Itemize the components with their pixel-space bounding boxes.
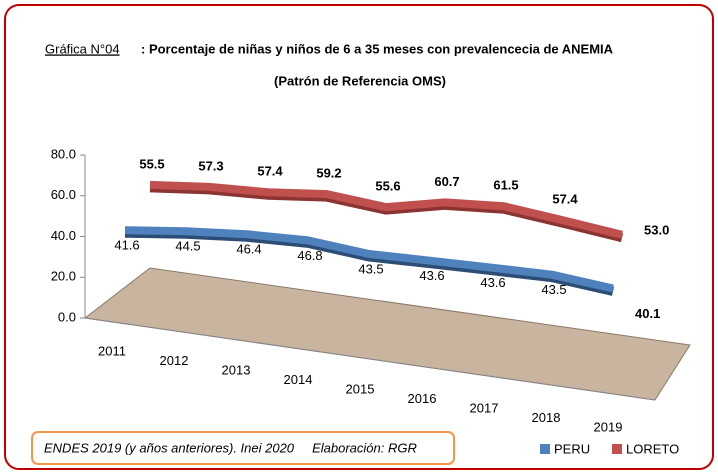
x-tick-label: 2011 — [98, 343, 126, 358]
x-tick-label: 2012 — [160, 353, 189, 368]
chart-title-prefix: Gráfica N°04 — [45, 41, 120, 56]
x-tick-label: 2015 — [346, 381, 375, 396]
x-tick-label: 2019 — [594, 419, 623, 434]
chart-subtitle: (Patrón de Referencia OMS) — [274, 73, 446, 88]
series-line — [124, 226, 614, 293]
legend-label: LORETO — [626, 441, 679, 456]
value-label: 43.5 — [358, 261, 383, 276]
series-line — [149, 180, 623, 239]
value-label: 41.6 — [114, 238, 139, 253]
x-tick-label: 2017 — [470, 400, 499, 415]
value-label: 46.8 — [297, 248, 322, 263]
value-label: 53.0 — [644, 222, 669, 237]
note: ENDES 2019 (y años anteriores). Inei 202… — [44, 440, 417, 455]
value-label: 46.4 — [236, 242, 261, 257]
y-tick-label: 40.0 — [51, 228, 76, 243]
value-label: 57.3 — [198, 158, 223, 173]
x-tick-label: 2014 — [284, 372, 313, 387]
x-tick-label: 2013 — [222, 362, 251, 377]
value-label: 61.5 — [493, 178, 518, 193]
value-label: 43.6 — [419, 268, 444, 283]
value-label: 55.6 — [375, 179, 400, 194]
y-tick-label: 80.0 — [51, 146, 76, 161]
chart-title: : Porcentaje de niñas y niños de 6 a 35 … — [141, 41, 614, 56]
y-tick-label: 0.0 — [58, 309, 76, 324]
legend-swatch — [612, 444, 622, 454]
value-label: 43.6 — [480, 275, 505, 290]
note-box — [31, 431, 455, 465]
legend-label: PERU — [554, 441, 590, 456]
y-tick-label: 20.0 — [51, 269, 76, 284]
value-label: 60.7 — [434, 174, 459, 189]
value-label: 59.2 — [316, 166, 341, 181]
value-label: 44.5 — [175, 239, 200, 254]
legend-swatch — [540, 444, 550, 454]
y-tick-label: 60.0 — [51, 187, 76, 202]
value-label: 57.4 — [257, 164, 283, 179]
value-label: 55.5 — [139, 156, 164, 171]
value-label: 43.5 — [541, 282, 566, 297]
x-tick-label: 2018 — [532, 410, 561, 425]
x-axis — [84, 317, 656, 401]
value-label: 40.1 — [635, 306, 660, 321]
x-tick-label: 2016 — [408, 391, 437, 406]
value-label: 57.4 — [552, 192, 578, 207]
